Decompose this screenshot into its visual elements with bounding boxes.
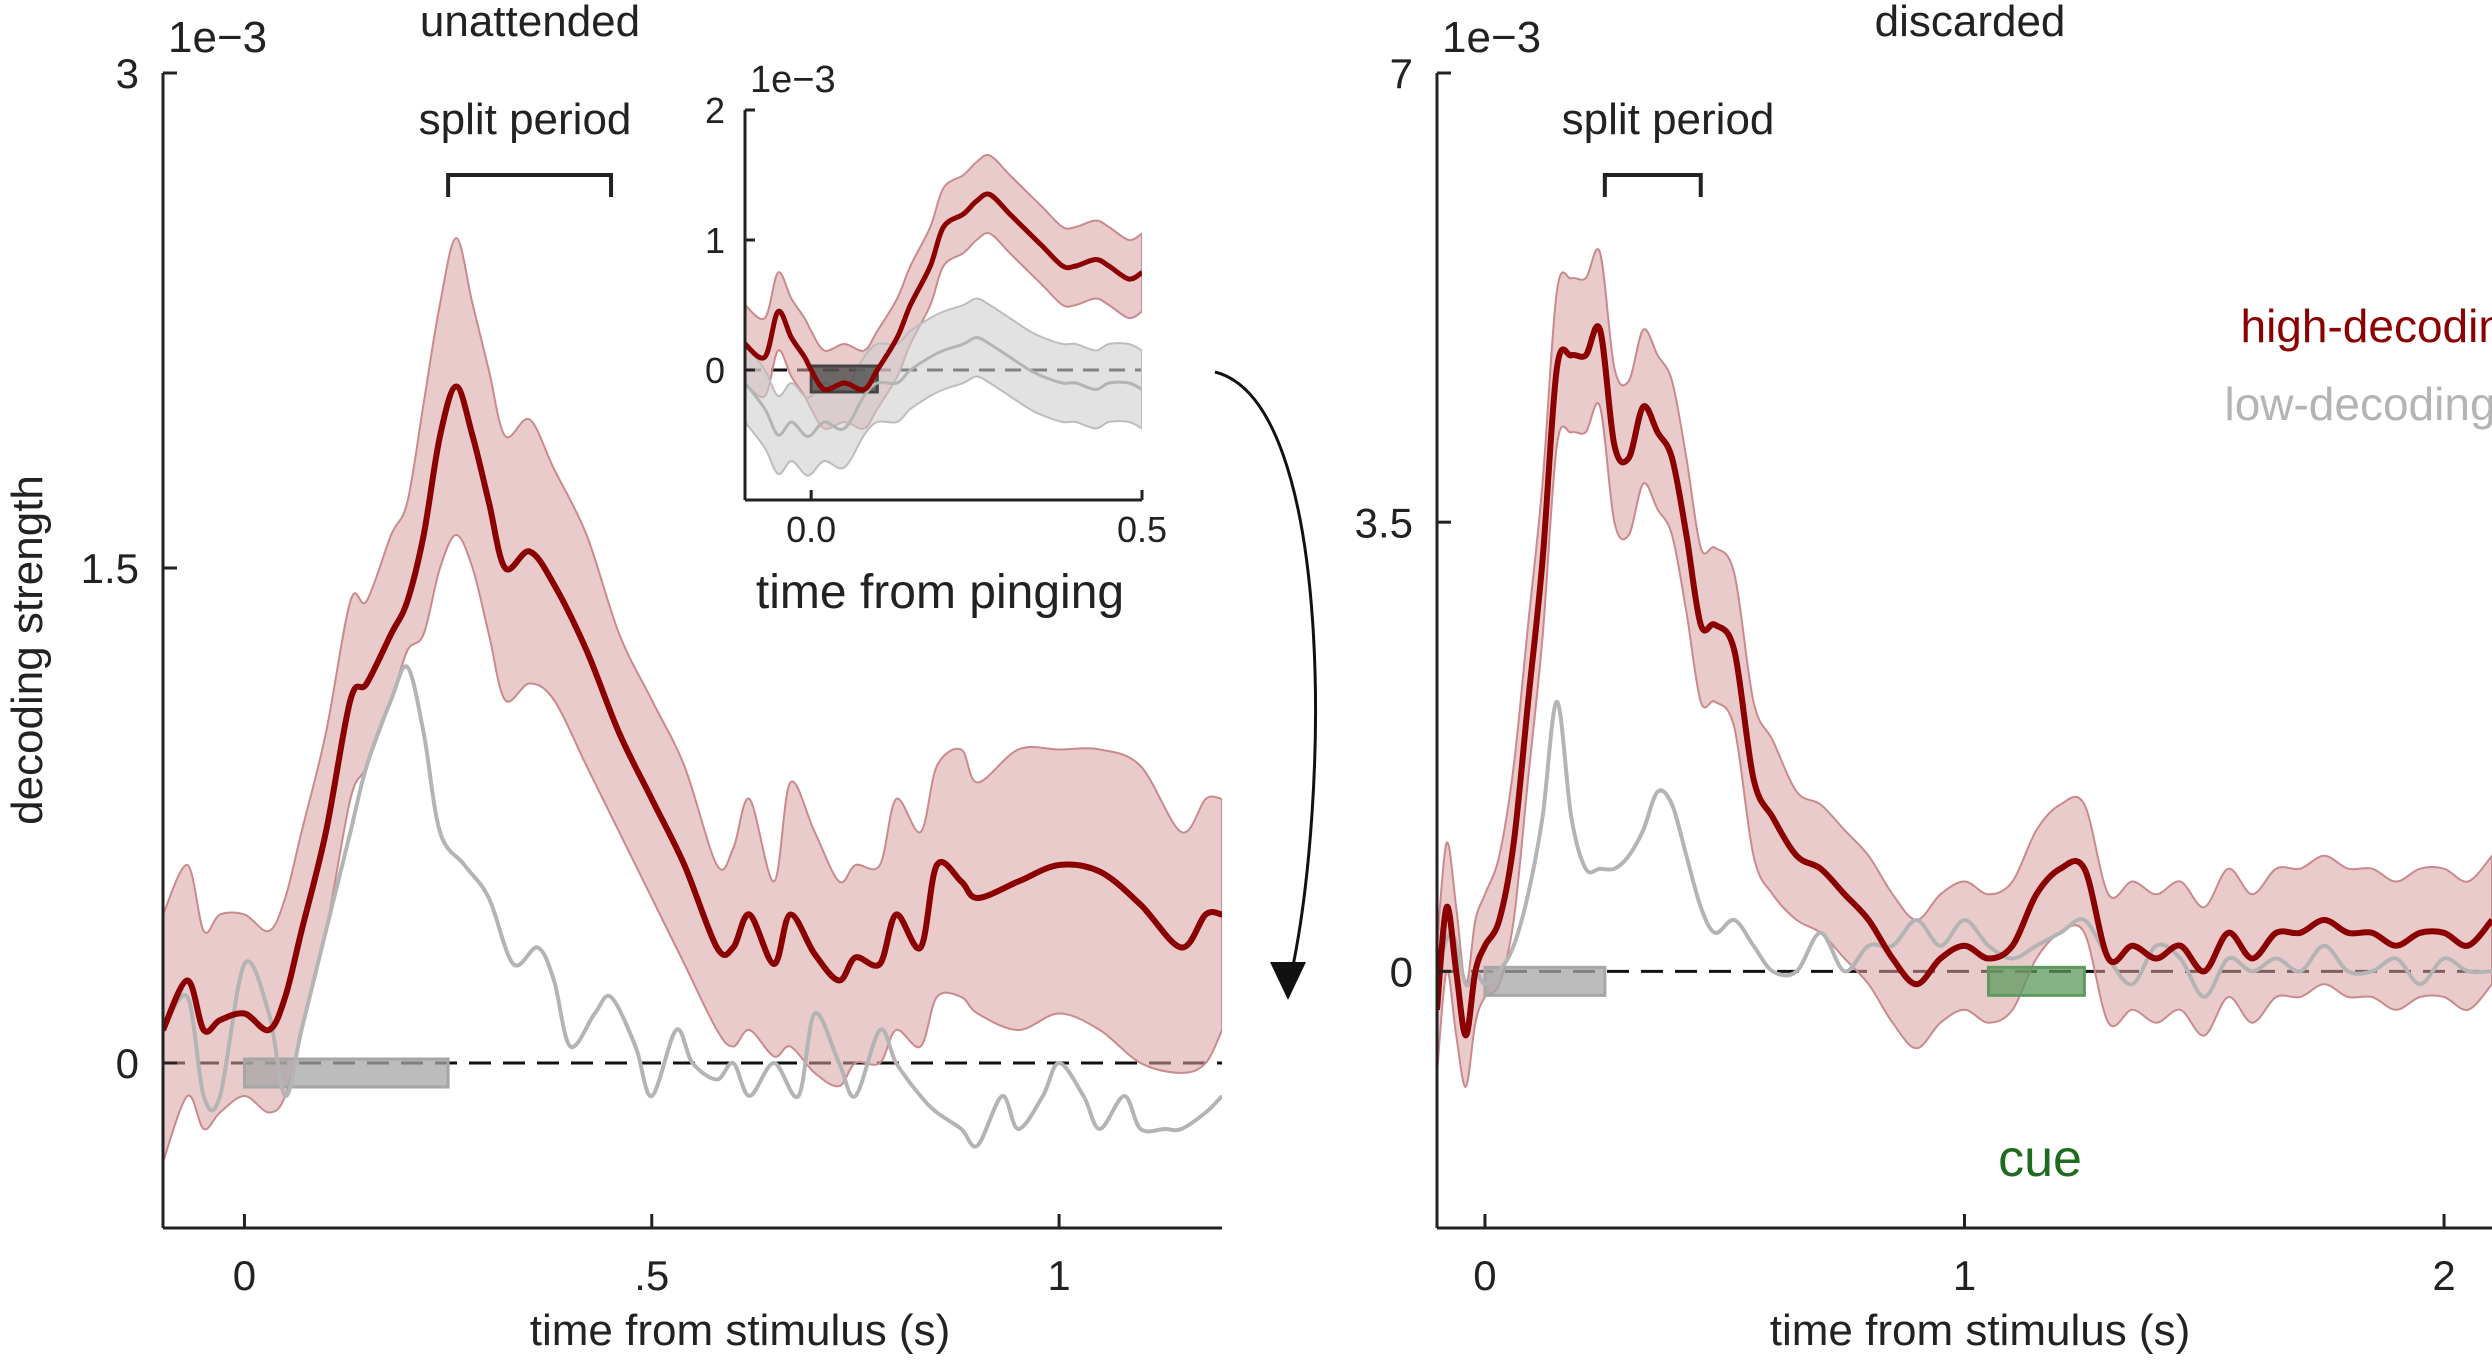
right-split-period-label: split period: [1562, 95, 1775, 144]
inset-exponent-label: 1e−3: [750, 59, 836, 101]
right-cue-bar: [1986, 965, 2086, 997]
right-ytick-label: 3.5: [1355, 499, 1413, 546]
left-high-decoding-line: [163, 383, 1222, 1035]
right-xtick-label: 1: [1953, 1252, 1976, 1299]
right-xtick-label: 0: [1473, 1252, 1496, 1299]
inset-panel: 1e−3 0 1 2 0.0 0.5 time from pinging: [705, 59, 1167, 619]
right-exponent-label: 1e−3: [1442, 13, 1541, 62]
left-low-decoding-line: [163, 664, 1222, 1149]
left-stimulus-bar: [242, 1057, 450, 1089]
legend-low-decoding: low-decoding: [2224, 378, 2492, 430]
inset-series-group: [745, 154, 1142, 477]
left-ytick-label: 0: [116, 1040, 139, 1087]
right-high-decoding-band: [1437, 248, 2492, 1088]
left-ytick-label: 3: [116, 50, 139, 97]
right-split-period-bracket: [1602, 173, 1703, 197]
inset-xtick-label: 0.5: [1117, 509, 1167, 550]
inset-low-decoding-line: [745, 336, 1142, 439]
left-xtick-label: 0: [233, 1252, 256, 1299]
legend-high-decoding: high-decoding: [2240, 300, 2492, 352]
inset-xlabel: time from pinging: [756, 566, 1124, 619]
left-split-period-label: split period: [419, 95, 632, 144]
right-series-group: [1437, 248, 2492, 1088]
left-series-group: [163, 236, 1222, 1163]
left-xtick-label: 1: [1047, 1252, 1070, 1299]
inset-xtick-label: 0.0: [786, 509, 836, 550]
left-ylabel: decoding strength: [3, 475, 52, 825]
left-plot-area: 01.530.5 1: [81, 50, 1222, 1299]
right-stimulus-bar: [1483, 965, 1607, 997]
cue-label: cue: [1998, 1130, 2082, 1188]
left-title: unattended: [420, 0, 640, 46]
right-xtick-label: 2: [2432, 1252, 2455, 1299]
connector-arrow-head: [1270, 962, 1306, 1000]
inset-plot-area: 0 1 2 0.0 0.5: [705, 90, 1167, 550]
right-xlabel: time from stimulus (s): [1770, 1306, 2190, 1355]
inset-low-decoding-band: [745, 297, 1142, 477]
right-ytick-label: 7: [1390, 50, 1413, 97]
left-split-period-bracket: [446, 173, 614, 197]
left-exponent-label: 1e−3: [168, 13, 267, 62]
discarded-panel: discarded 1e−3 split period 0 3.5 7 0 1 2 tim…: [1355, 0, 2492, 1355]
left-ytick-label: 1.5: [81, 545, 139, 592]
unattended-panel: unattended 1e−3 split period 01.530.5 1 d…: [3, 0, 1222, 1355]
right-high-decoding-line: [1437, 323, 2492, 1039]
left-high-decoding-band: [163, 236, 1222, 1163]
inset-ytick-label: 1: [705, 220, 725, 261]
inset-high-decoding-line: [745, 191, 1142, 393]
connector-arrow: [1214, 370, 1317, 986]
right-low-decoding-line: [1437, 699, 2492, 999]
right-plot-area: 0 3.5 7 0 1 2: [1355, 50, 2492, 1299]
left-xtick-label: .5: [634, 1252, 669, 1299]
inset-ytick-label: 2: [705, 90, 725, 131]
inset-ytick-label: 0: [705, 350, 725, 391]
right-ytick-label: 0: [1390, 948, 1413, 995]
left-xlabel: time from stimulus (s): [530, 1306, 950, 1355]
right-title: discarded: [1875, 0, 2066, 46]
